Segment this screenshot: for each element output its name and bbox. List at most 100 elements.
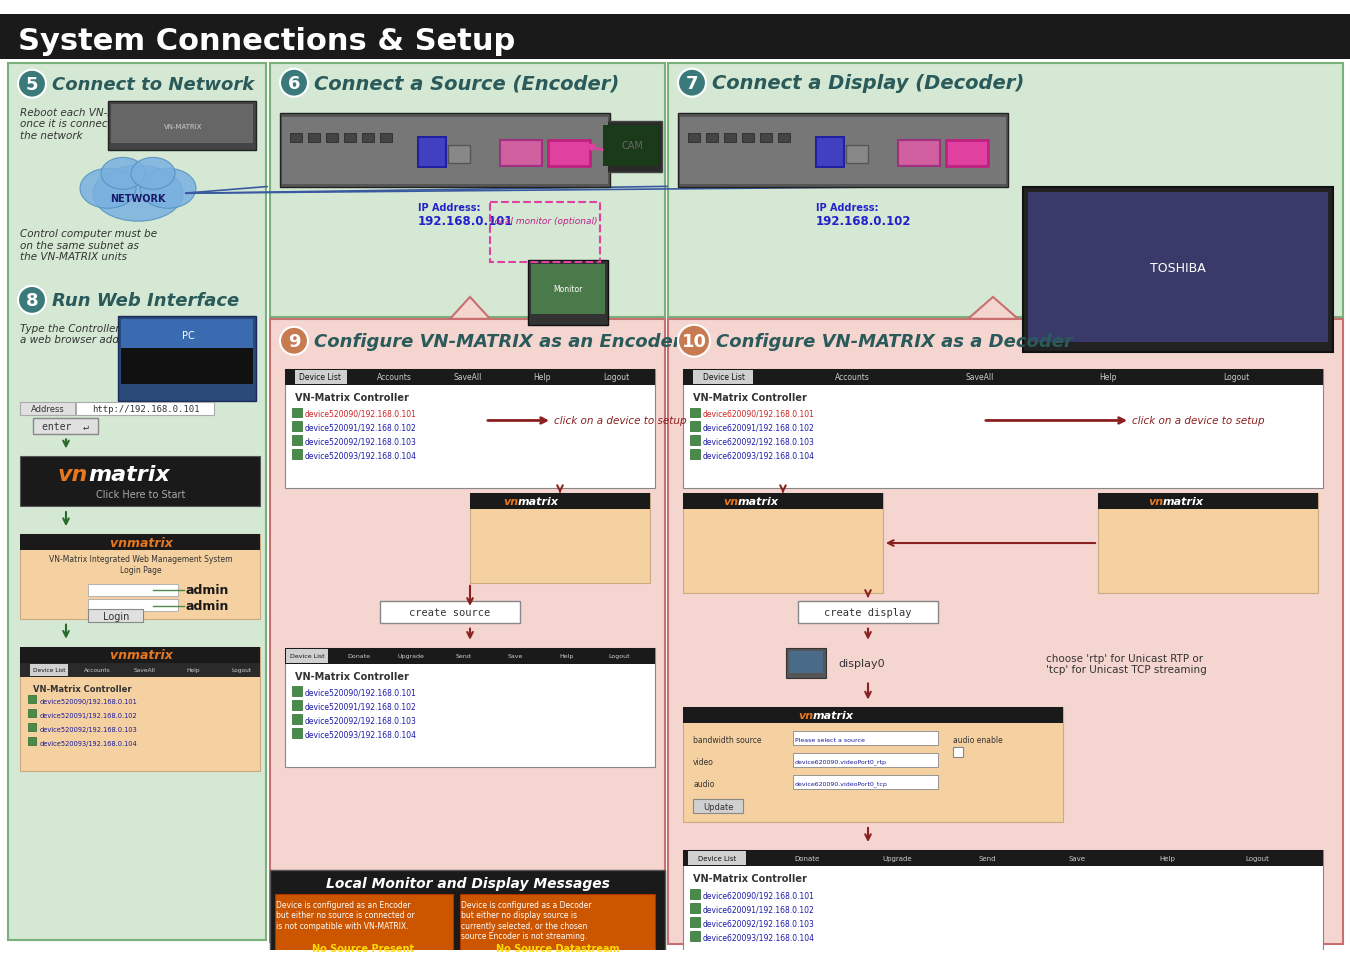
Text: VN-MATRIX: VN-MATRIX xyxy=(163,123,202,130)
Ellipse shape xyxy=(140,170,196,209)
Text: admin: admin xyxy=(186,584,230,597)
Circle shape xyxy=(279,70,308,97)
Bar xyxy=(1098,494,1318,593)
Bar xyxy=(292,715,302,724)
Bar xyxy=(760,133,772,143)
Bar xyxy=(88,584,178,597)
Text: device620091/192.168.0.102: device620091/192.168.0.102 xyxy=(703,904,815,913)
Text: matrix: matrix xyxy=(813,711,855,720)
Text: device520090/192.168.0.101: device520090/192.168.0.101 xyxy=(305,410,417,418)
Bar xyxy=(296,371,347,384)
Text: Accounts: Accounts xyxy=(834,373,869,382)
Bar xyxy=(88,609,143,622)
Text: TOSHIBA: TOSHIBA xyxy=(1150,261,1206,274)
Text: Help: Help xyxy=(560,654,574,659)
Bar xyxy=(1023,188,1332,353)
Text: matrix: matrix xyxy=(88,465,170,485)
Bar xyxy=(20,663,261,677)
Text: device620091/192.168.0.102: device620091/192.168.0.102 xyxy=(703,423,815,433)
Bar xyxy=(788,651,824,673)
Bar xyxy=(946,141,988,167)
Text: SaveAll: SaveAll xyxy=(965,373,994,382)
Bar xyxy=(690,422,701,432)
Bar xyxy=(470,494,649,583)
Text: device520091/192.168.0.102: device520091/192.168.0.102 xyxy=(40,713,138,719)
Text: device620090.videoPort0_tcp: device620090.videoPort0_tcp xyxy=(795,781,888,786)
Text: click on a device to setup: click on a device to setup xyxy=(554,416,687,426)
Bar xyxy=(683,494,883,510)
Bar xyxy=(778,133,790,143)
Text: vn​matrix: vn​matrix xyxy=(109,536,173,549)
Bar xyxy=(292,700,302,711)
Text: 7: 7 xyxy=(686,74,698,92)
Bar xyxy=(88,599,178,611)
Circle shape xyxy=(678,326,710,357)
Bar xyxy=(683,369,1323,385)
Text: local monitor (optional): local monitor (optional) xyxy=(493,216,598,226)
Bar xyxy=(270,64,666,317)
Bar xyxy=(683,708,1062,723)
Bar xyxy=(599,121,662,173)
Text: Save: Save xyxy=(1068,855,1085,861)
Bar xyxy=(688,851,747,865)
Text: vn: vn xyxy=(58,465,88,485)
Text: Connect a Display (Decoder): Connect a Display (Decoder) xyxy=(711,74,1025,93)
Text: No Source Datastream: No Source Datastream xyxy=(497,943,620,953)
Bar xyxy=(490,203,599,263)
Text: System Connections & Setup: System Connections & Setup xyxy=(18,28,516,56)
Bar xyxy=(792,732,938,745)
Text: Logout: Logout xyxy=(1245,855,1269,861)
Text: matrix: matrix xyxy=(518,497,559,507)
Text: device520092/192.168.0.103: device520092/192.168.0.103 xyxy=(40,726,138,733)
Bar xyxy=(286,649,328,663)
Text: CAM: CAM xyxy=(621,141,643,152)
Bar xyxy=(76,402,215,416)
Bar xyxy=(20,402,76,416)
Bar xyxy=(668,319,1343,943)
Text: vn: vn xyxy=(722,497,738,507)
Bar xyxy=(792,776,938,789)
Bar xyxy=(344,133,356,143)
Text: device620090.videoPort0_rtp: device620090.videoPort0_rtp xyxy=(795,759,887,764)
Bar xyxy=(292,687,302,697)
Bar xyxy=(282,117,608,185)
Bar xyxy=(1027,193,1328,342)
Text: Device is configured as an Encoder
but either no source is connected or
is not c: Device is configured as an Encoder but e… xyxy=(275,900,414,929)
Text: 5: 5 xyxy=(26,75,38,93)
Text: Logout: Logout xyxy=(603,373,629,382)
Text: device620093/192.168.0.104: device620093/192.168.0.104 xyxy=(703,452,815,460)
Text: VN-Matrix Controller: VN-Matrix Controller xyxy=(296,392,409,402)
Text: display0: display0 xyxy=(838,658,884,668)
Text: Device is configured as a Decoder
but either no display source is
currently sele: Device is configured as a Decoder but ei… xyxy=(460,900,591,940)
Text: IP Address:: IP Address: xyxy=(815,203,879,213)
Bar xyxy=(285,648,655,664)
Text: Configure VN-MATRIX as an Encoder: Configure VN-MATRIX as an Encoder xyxy=(315,333,682,351)
Bar xyxy=(792,754,938,767)
Text: device520093/192.168.0.104: device520093/192.168.0.104 xyxy=(305,730,417,739)
Text: VN-Matrix Controller: VN-Matrix Controller xyxy=(32,684,131,693)
Bar xyxy=(683,369,1323,489)
Text: device620093/192.168.0.104: device620093/192.168.0.104 xyxy=(703,932,815,942)
Text: device520093/192.168.0.104: device520093/192.168.0.104 xyxy=(305,452,417,460)
Bar xyxy=(20,647,261,771)
Circle shape xyxy=(678,70,706,97)
Text: Logout: Logout xyxy=(609,654,630,659)
Bar xyxy=(706,133,718,143)
Bar xyxy=(724,133,736,143)
Text: create display: create display xyxy=(825,607,911,618)
Bar xyxy=(683,850,1323,866)
Circle shape xyxy=(279,328,308,355)
Bar xyxy=(379,133,391,143)
Bar xyxy=(122,349,252,384)
Text: PC: PC xyxy=(182,331,194,340)
Text: Device List: Device List xyxy=(298,373,342,382)
Bar xyxy=(690,889,701,899)
Bar xyxy=(379,601,520,623)
Bar xyxy=(815,138,844,169)
Bar xyxy=(690,917,701,926)
Polygon shape xyxy=(450,297,490,319)
Text: Connect to Network: Connect to Network xyxy=(53,75,254,93)
Text: bandwidth source: bandwidth source xyxy=(693,735,761,744)
Text: Please select a source: Please select a source xyxy=(795,737,865,742)
Circle shape xyxy=(18,287,46,314)
